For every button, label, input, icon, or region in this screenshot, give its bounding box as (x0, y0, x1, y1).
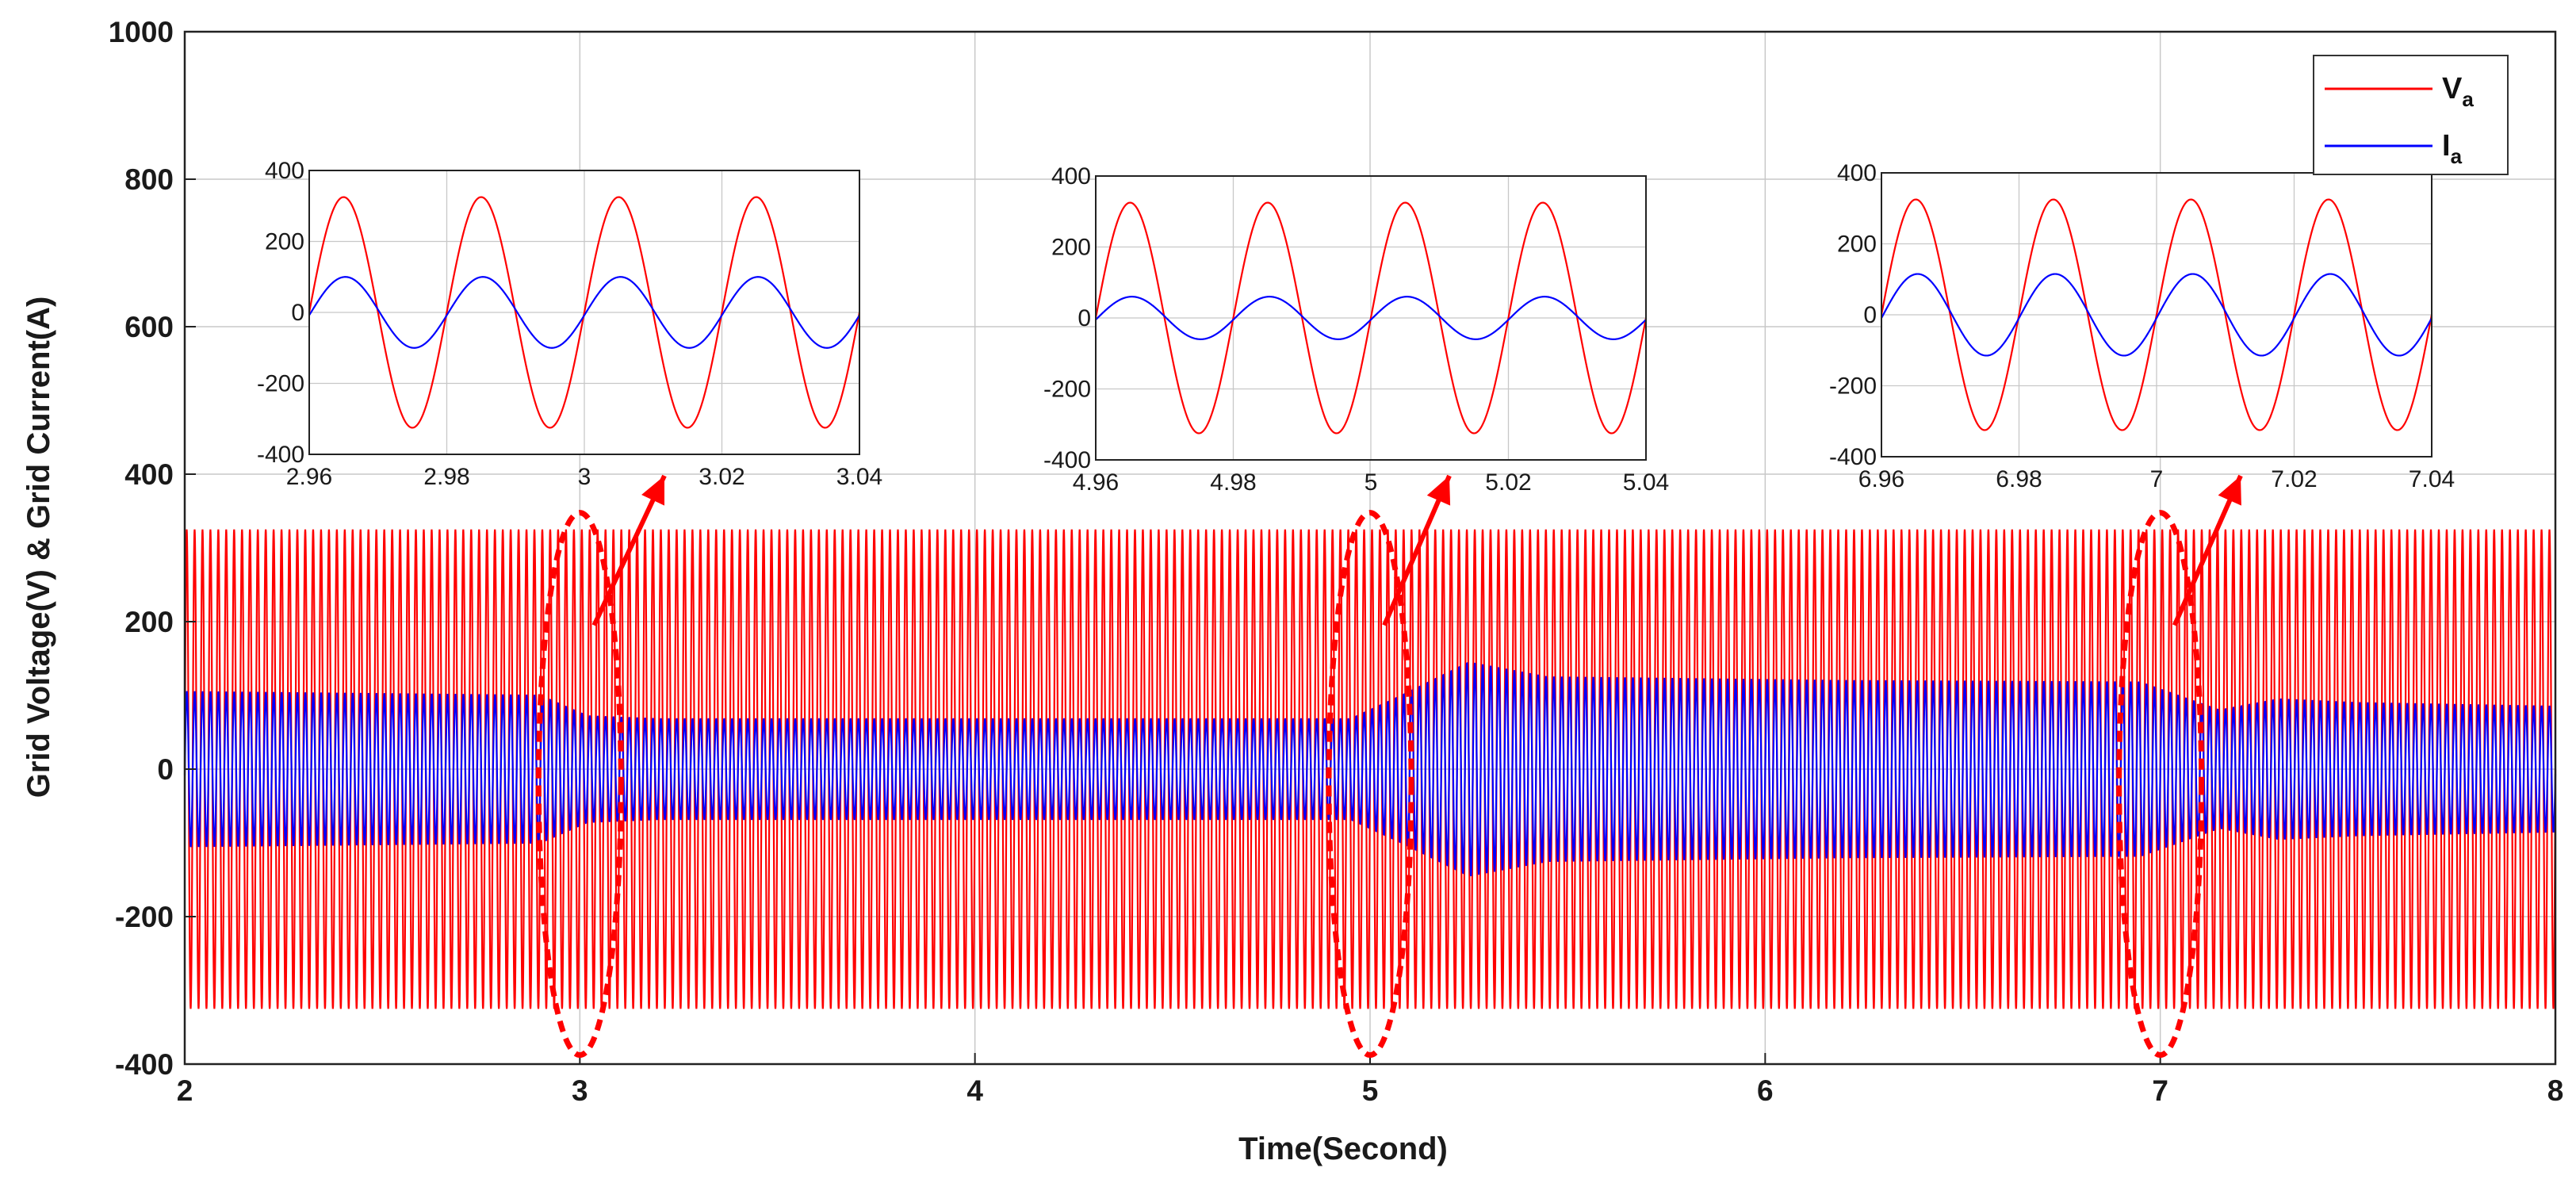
y-tick-label-3: 200 (124, 606, 174, 638)
inset-2-y-tick-label-4: 400 (1051, 163, 1091, 190)
legend-label-ia-main: I (2442, 129, 2451, 163)
inset-3-y-tick-label-1: -200 (1829, 373, 1877, 400)
inset-3-x-tick-label-2: 7 (2150, 466, 2164, 492)
y-tick-label-5: 600 (124, 311, 174, 343)
y-tick-label-7: 1000 (109, 16, 174, 48)
inset-plots: 2.96 2.98 3 3.02 3.04 -400 -200 0 200 400 4.96 4.98… (257, 158, 2455, 496)
highlight-arrow-2 (1382, 474, 1452, 626)
inset-3-y-tick-label-0: -400 (1829, 444, 1877, 470)
legend-label-va-sub: a (2462, 87, 2474, 111)
inset-1-y-tick-label-3: 200 (265, 229, 304, 255)
inset-2-x-tick-label-1: 4.98 (1210, 469, 1256, 496)
legend-label-ia-sub: a (2451, 144, 2463, 168)
inset-1-frame (308, 170, 860, 455)
inset-1-x-tick-label-2: 3 (578, 464, 591, 490)
highlight-ellipse-2 (1326, 510, 1414, 1059)
inset-3-line-ia (1881, 273, 2432, 357)
highlight-arrowhead-2 (1426, 476, 1451, 506)
x-tick-label-5: 7 (2152, 1074, 2168, 1107)
inset-3: 6.96 6.98 7 7.02 7.04 -400 -200 0 200 400 (1829, 160, 2455, 492)
x-tick-labels: 2 3 4 5 6 7 8 (177, 1053, 2564, 1107)
inset-3-frame (1881, 172, 2432, 458)
inset-3-x-tick-label-1: 6.98 (1996, 466, 2042, 492)
inset-2-y-tick-label-3: 200 (1051, 235, 1091, 261)
inset-2-x-tick-label-2: 5 (1365, 469, 1378, 496)
inset-2-line-va (1094, 201, 1648, 435)
y-tick-label-4: 400 (124, 458, 174, 491)
x-tick-label-2: 4 (966, 1074, 983, 1107)
y-tick-label-1: -200 (115, 901, 174, 933)
inset-2-y-tick-label-2: 0 (1077, 305, 1091, 331)
highlight-arrow-1 (591, 474, 667, 626)
inset-2-line-ia (1095, 296, 1647, 340)
legend-label-ia: Ia (2442, 129, 2463, 168)
inset-1-x-tick-label-4: 3.04 (836, 464, 882, 490)
x-tick-label-0: 2 (177, 1074, 193, 1107)
x-tick-label-6: 8 (2547, 1074, 2564, 1107)
inset-3-y-tick-label-4: 400 (1837, 160, 1877, 186)
y-axis-label: Grid Voltage(V) & Grid Current(A) (21, 297, 56, 798)
highlight-arrowhead-3 (2218, 476, 2241, 506)
y-tick-labels: -400 -200 0 200 400 600 800 1000 (109, 16, 196, 1081)
inset-1-y-tick-label-4: 400 (265, 158, 304, 184)
inset-1-x-tick-label-3: 3.02 (699, 464, 744, 490)
inset-1: 2.96 2.98 3 3.02 3.04 -400 -200 0 200 400 (257, 158, 882, 490)
inset-1-y-tick-label-1: -200 (257, 371, 304, 397)
inset-2-x-tick-label-0: 4.96 (1073, 469, 1119, 496)
series-line-ia (183, 661, 2557, 877)
inset-1-y-tick-label-2: 0 (291, 300, 304, 326)
inset-1-line-ia (308, 276, 860, 349)
legend-label-va: Va (2442, 72, 2474, 111)
inset-2-y-tick-label-0: -400 (1043, 447, 1091, 473)
highlight-markers (535, 474, 2243, 1059)
x-axis-label: Time(Second) (1238, 1131, 1448, 1166)
inset-3-line-va (1880, 198, 2433, 431)
inset-1-x-tick-label-0: 2.96 (286, 464, 332, 490)
main-series (183, 529, 2557, 1009)
y-tick-label-6: 800 (124, 163, 174, 196)
inset-2-y-tick-label-1: -200 (1043, 377, 1091, 403)
highlight-arrow-3 (2172, 474, 2243, 626)
inset-1-line-va (308, 196, 861, 429)
inset-2-x-tick-label-4: 5.04 (1623, 469, 1669, 496)
highlight-ellipse-3 (2116, 510, 2205, 1059)
inset-3-y-tick-label-3: 200 (1837, 232, 1877, 258)
y-tick-label-0: -400 (115, 1048, 174, 1081)
inset-3-y-tick-label-2: 0 (1863, 302, 1877, 328)
inset-2: 4.96 4.98 5 5.02 5.04 -400 -200 0 200 400 (1043, 163, 1669, 496)
highlight-ellipse-1 (535, 510, 624, 1059)
legend-box (2313, 55, 2509, 175)
y-tick-label-2: 0 (157, 753, 174, 786)
highlight-arrowhead-1 (641, 476, 664, 506)
inset-2-x-tick-label-3: 5.02 (1485, 469, 1531, 496)
inset-2-frame (1095, 175, 1647, 461)
x-tick-label-4: 6 (1757, 1074, 1774, 1107)
inset-1-y-tick-label-0: -400 (257, 442, 304, 468)
inset-1-x-tick-label-1: 2.98 (423, 464, 469, 490)
inset-3-x-tick-label-4: 7.04 (2409, 466, 2455, 492)
inset-3-x-tick-label-3: 7.02 (2271, 466, 2317, 492)
inset-3-x-tick-label-0: 6.96 (1858, 466, 1904, 492)
legend-label-va-main: V (2442, 72, 2463, 105)
legend: Va Ia (2313, 55, 2509, 175)
x-tick-label-1: 3 (572, 1074, 588, 1107)
x-tick-label-3: 5 (1362, 1074, 1379, 1107)
